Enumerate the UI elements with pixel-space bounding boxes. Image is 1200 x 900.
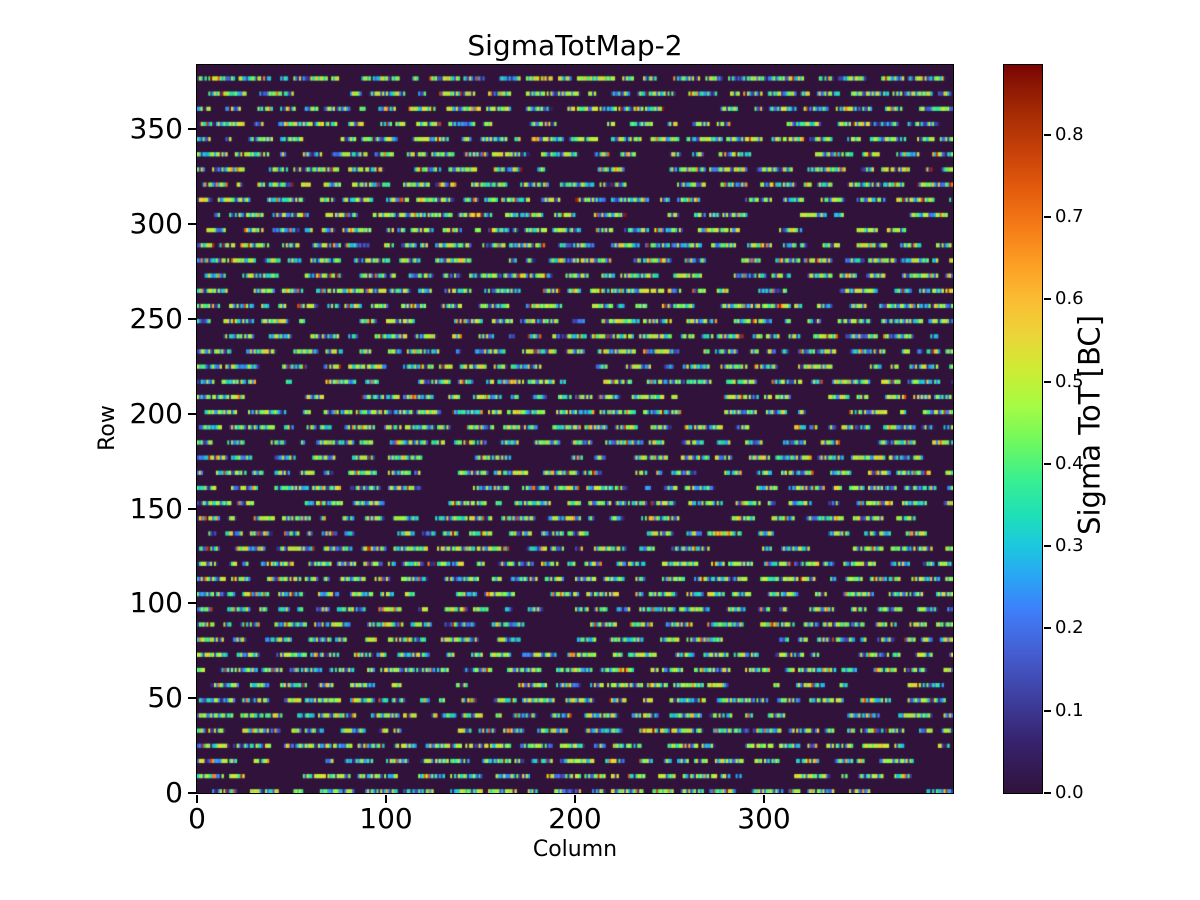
y-tick-mark [187, 792, 196, 794]
x-tick-label: 300 [737, 802, 791, 835]
x-tick-mark [574, 794, 576, 803]
y-tick-label: 350 [129, 112, 183, 146]
colorbar-tick-label: 0.6 [1055, 288, 1084, 310]
colorbar-tick-mark [1043, 627, 1051, 630]
y-tick-label: 0 [165, 776, 183, 809]
colorbar-tick-mark [1043, 709, 1051, 712]
colorbar-tick-mark [1043, 133, 1051, 136]
colorbar-tick-mark [1043, 462, 1051, 465]
colorbar-gradient [1003, 64, 1042, 793]
x-tick-label: 0 [188, 802, 206, 835]
y-tick-label: 250 [129, 302, 183, 336]
colorbar-label-text: Sigma ToT [BC] [1072, 315, 1107, 535]
colorbar-tick-mark [1043, 792, 1051, 794]
colorbar-tick-label: 0.1 [1055, 699, 1084, 721]
heatmap-canvas [196, 64, 953, 793]
colorbar-tick-label: 0.7 [1055, 206, 1084, 228]
colorbar-tick-mark [1043, 298, 1051, 301]
colorbar-tick-mark [1043, 216, 1051, 219]
colorbar-tick-label: 0.4 [1055, 452, 1084, 474]
colorbar-tick-label: 0.5 [1055, 370, 1084, 392]
y-tick-mark [187, 223, 196, 226]
colorbar-tick-label: 0.8 [1055, 123, 1084, 145]
colorbar-tick-label: 0.0 [1055, 782, 1084, 803]
colorbar-tick-label: 0.2 [1055, 617, 1084, 639]
x-tick-mark [196, 794, 198, 803]
colorbar-tick-label: 0.3 [1055, 535, 1084, 557]
y-tick-mark [187, 602, 196, 605]
x-tick-label: 200 [548, 802, 602, 835]
y-axis-label-text: Row [95, 405, 120, 451]
y-tick-label: 150 [129, 491, 183, 525]
x-tick-mark [763, 794, 765, 803]
chart-title: SigmaTotMap-2 [467, 29, 683, 62]
heatmap-plot-area [195, 63, 954, 794]
colorbar-tick-mark [1043, 380, 1051, 383]
colorbar-tick-mark [1043, 545, 1051, 548]
y-tick-mark [187, 697, 196, 700]
x-axis-label: Column [532, 837, 618, 862]
colorbar [1002, 63, 1043, 794]
y-tick-mark [187, 412, 196, 415]
x-tick-mark [385, 794, 387, 803]
x-tick-label: 100 [359, 802, 413, 835]
y-tick-mark [187, 318, 196, 321]
y-tick-label: 200 [129, 396, 183, 430]
y-tick-label: 300 [129, 207, 183, 241]
y-tick-mark [187, 507, 196, 510]
y-tick-label: 50 [147, 681, 183, 715]
y-tick-label: 100 [129, 586, 183, 620]
y-tick-mark [187, 128, 196, 131]
